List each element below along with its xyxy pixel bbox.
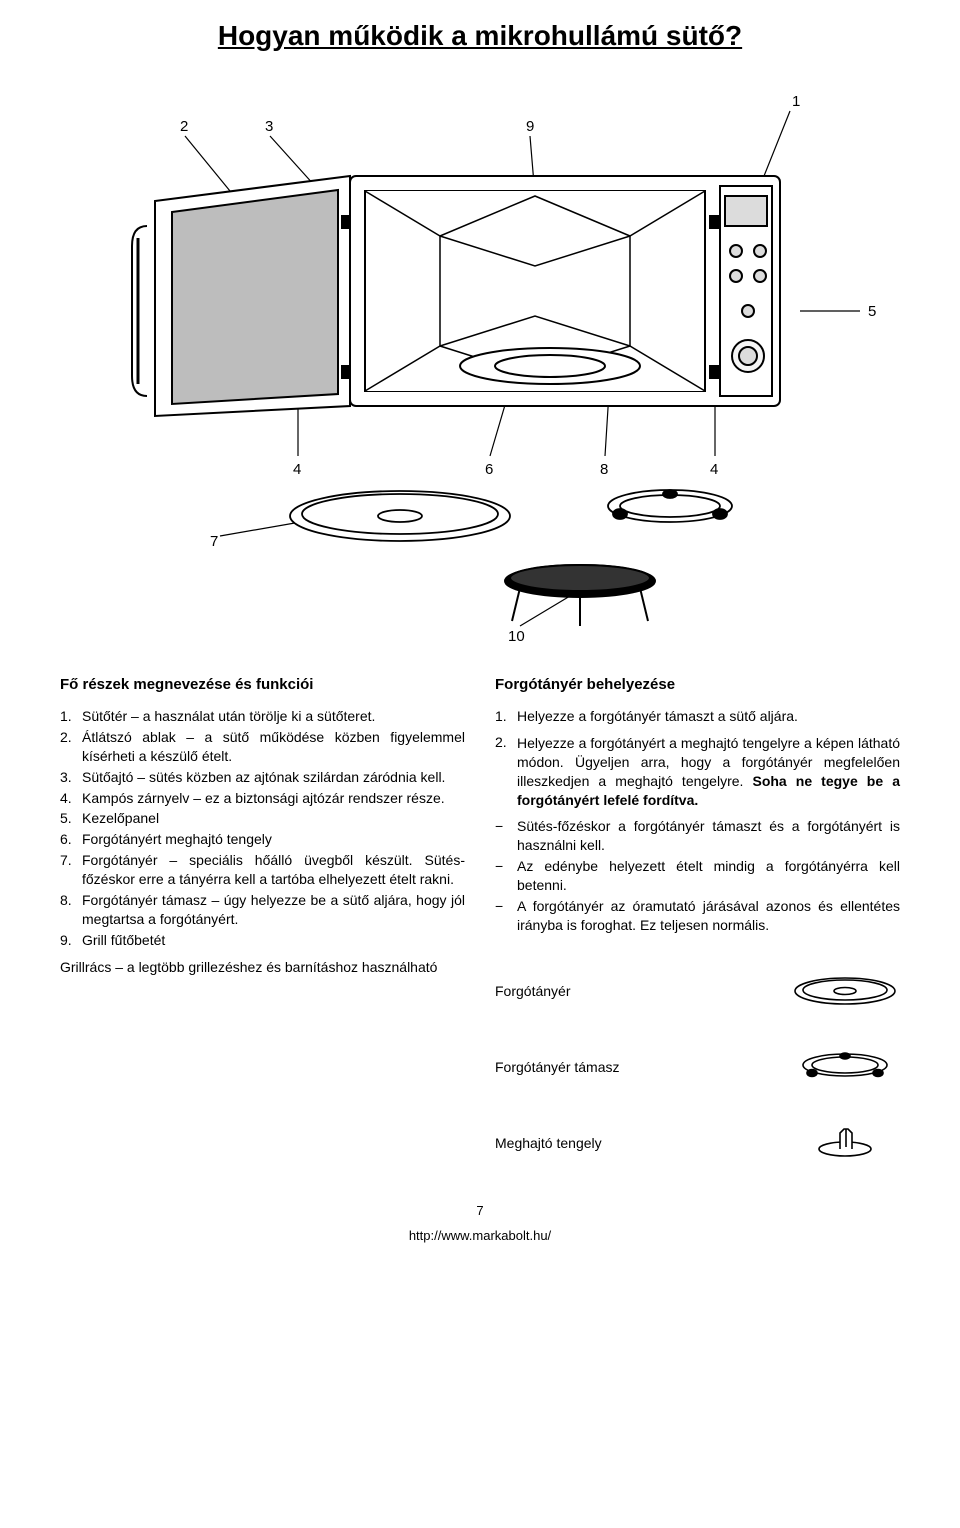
parts-list-item: 2.Átlátszó ablak – a sütő működése közbe… (60, 728, 465, 766)
support-icon (790, 1047, 900, 1087)
install-note-item: −Sütés-főzéskor a forgótányér támaszt és… (495, 817, 900, 855)
support-label: Forgótányér támasz (495, 1059, 620, 1075)
list-text: Átlátszó ablak – a sütő működése közben … (82, 728, 465, 766)
install-item-2: 2. Helyezze a forgótányért a meghajtó te… (495, 734, 900, 810)
list-index: 4. (60, 789, 82, 808)
note-text: A forgótányér az óramutató járásával azo… (517, 897, 900, 935)
svg-text:5: 5 (868, 303, 876, 320)
install-note-item: −A forgótányér az óramutató járásával az… (495, 897, 900, 935)
parts-list-item: 3.Sütőajtó – sütés közben az ajtónak szi… (60, 768, 465, 787)
list-index: 8. (60, 891, 82, 929)
note-text: Sütés-főzéskor a forgótányér támaszt és … (517, 817, 900, 855)
install-list-item: 1.Helyezze a forgótányér támaszt a sütő … (495, 707, 900, 726)
note-text: Az edénybe helyezett ételt mindig a forg… (517, 857, 900, 895)
list-index: 1. (60, 707, 82, 726)
install-heading: Forgótányér behelyezése (495, 676, 900, 693)
parts-heading: Fő részek megnevezése és funkciói (60, 676, 465, 693)
list-text: Forgótányért meghajtó tengely (82, 830, 465, 849)
list-text: Kampós zárnyelv – ez a biztonsági ajtózá… (82, 789, 465, 808)
footer-url: http://www.markabolt.hu/ (60, 1228, 900, 1243)
list-index: 7. (60, 851, 82, 889)
list-index: 1. (495, 707, 517, 726)
list-index: 2. (495, 734, 517, 810)
dash-bullet: − (495, 817, 517, 855)
list-index: 3. (60, 768, 82, 787)
svg-text:9: 9 (526, 118, 534, 135)
dash-bullet: − (495, 897, 517, 935)
microwave-diagram: 1 2 3 9 5 6 8 4 4 7 10 (60, 66, 900, 646)
svg-text:7: 7 (210, 533, 218, 550)
plate-label: Forgótányér (495, 983, 570, 999)
svg-text:4: 4 (293, 461, 301, 478)
svg-text:2: 2 (180, 118, 188, 135)
turntable-install-column: Forgótányér behelyezése 1.Helyezze a for… (495, 676, 900, 1163)
parts-list-item: 6.Forgótányért meghajtó tengely (60, 830, 465, 849)
list-text: Helyezze a forgótányér támaszt a sütő al… (517, 707, 900, 726)
dash-bullet: − (495, 857, 517, 895)
list-index: 6. (60, 830, 82, 849)
svg-text:1: 1 (792, 93, 800, 110)
list-text: Sütőajtó – sütés közben az ajtónak szilá… (82, 768, 465, 787)
parts-list-column: Fő részek megnevezése és funkciói 1.Sütő… (60, 676, 465, 1163)
parts-list-item: 9.Grill fűtőbetét (60, 931, 465, 950)
parts-list: 1.Sütőtér – a használat után törölje ki … (60, 707, 465, 950)
plate-icon (790, 971, 900, 1011)
list-index: 5. (60, 809, 82, 828)
svg-text:4: 4 (710, 461, 718, 478)
list-text: Forgótányér – speciális hőálló üvegből k… (82, 851, 465, 889)
install-notes-list: −Sütés-főzéskor a forgótányér támaszt és… (495, 817, 900, 934)
grill-rack-note: Grillrács – a legtöbb grillezéshez és ba… (60, 958, 465, 977)
parts-list-item: 5.Kezelőpanel (60, 809, 465, 828)
list-index: 9. (60, 931, 82, 950)
svg-text:8: 8 (600, 461, 608, 478)
parts-list-item: 4.Kampós zárnyelv – ez a biztonsági ajtó… (60, 789, 465, 808)
svg-text:3: 3 (265, 118, 273, 135)
list-text: Sütőtér – a használat után törölje ki a … (82, 707, 465, 726)
label-support-row: Forgótányér támasz (495, 1047, 900, 1087)
label-plate-row: Forgótányér (495, 971, 900, 1011)
list-text: Forgótányér támasz – úgy helyezze be a s… (82, 891, 465, 929)
svg-text:6: 6 (485, 461, 493, 478)
svg-text:10: 10 (508, 628, 525, 645)
shaft-icon (790, 1123, 900, 1163)
install-note-item: −Az edénybe helyezett ételt mindig a for… (495, 857, 900, 895)
parts-list-item: 1.Sütőtér – a használat után törölje ki … (60, 707, 465, 726)
list-text: Grill fűtőbetét (82, 931, 465, 950)
parts-list-item: 7.Forgótányér – speciális hőálló üvegből… (60, 851, 465, 889)
shaft-label: Meghajtó tengely (495, 1135, 602, 1151)
page-title: Hogyan működik a mikrohullámú sütő? (60, 20, 900, 52)
label-shaft-row: Meghajtó tengely (495, 1123, 900, 1163)
parts-list-item: 8.Forgótányér támasz – úgy helyezze be a… (60, 891, 465, 929)
install-list: 1.Helyezze a forgótányér támaszt a sütő … (495, 707, 900, 726)
page-number: 7 (60, 1203, 900, 1218)
list-text: Kezelőpanel (82, 809, 465, 828)
list-index: 2. (60, 728, 82, 766)
